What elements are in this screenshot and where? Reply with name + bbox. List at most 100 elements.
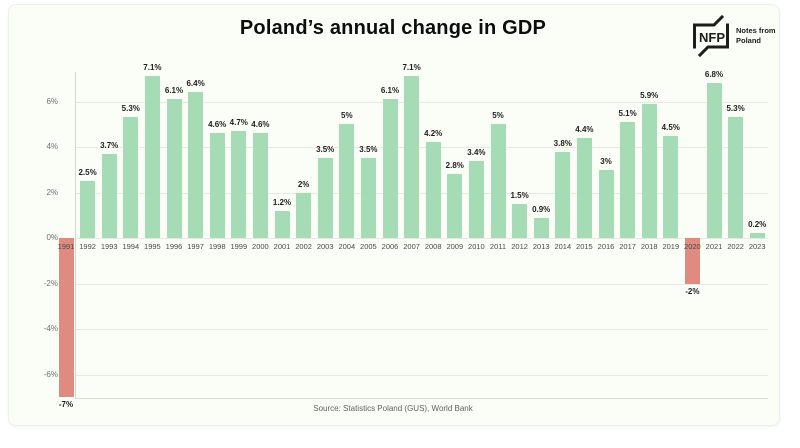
bar-2015 (576, 137, 592, 238)
bar-value-label-2011: 5% (492, 111, 504, 121)
bar-value-label-2013: 0.9% (532, 204, 551, 214)
year-label-2001: 2001 (273, 242, 291, 251)
year-label-2005: 2005 (360, 242, 377, 251)
year-label-2009: 2009 (446, 242, 464, 251)
bar-value-label-1993: 3.7% (100, 140, 119, 150)
bar-value-label-2020: -2% (685, 286, 700, 296)
bar-1995 (144, 76, 160, 238)
gridline-6% (75, 101, 768, 103)
y-axis-line (75, 72, 76, 398)
bar-value-label-2007: 7.1% (402, 63, 421, 73)
bar-2014 (555, 151, 571, 238)
bar-value-label-2012: 1.5% (510, 190, 529, 200)
logo-line1: Notes from (736, 26, 776, 35)
bar-2008 (425, 142, 441, 238)
bar-2005 (360, 158, 376, 238)
gridline-4% (75, 147, 768, 148)
bar-value-label-1991: -7% (58, 400, 74, 410)
year-label-2010: 2010 (468, 242, 485, 251)
bar-2013 (533, 217, 549, 238)
bar-value-label-2003: 3.5% (316, 145, 335, 155)
bar-2010 (468, 160, 484, 238)
bar-1997 (188, 92, 204, 238)
bar-2006 (382, 99, 398, 238)
bar-value-label-2009: 2.8% (445, 161, 464, 171)
plot-bottom-line (75, 398, 768, 399)
bar-1998 (209, 133, 225, 238)
bar-value-label-1999: 4.7% (229, 118, 248, 128)
bar-2021 (706, 83, 722, 238)
bar-value-label-2015: 4.4% (575, 124, 594, 134)
source-text: Source: Statistics Poland (GUS), World B… (313, 404, 473, 413)
bar-1992 (80, 181, 96, 238)
bar-value-label-2019: 4.5% (661, 122, 680, 132)
bar-value-label-2002: 2% (297, 179, 310, 189)
bar-value-label-1992: 2.5% (78, 168, 97, 178)
year-label-2015: 2015 (576, 242, 593, 251)
bar-value-label-2010: 3.4% (467, 147, 486, 157)
bar-value-label-1995: 7.1% (143, 63, 162, 73)
nfp-brackets-icon (693, 14, 729, 58)
year-label-1992: 1992 (79, 242, 96, 251)
bar-2018 (641, 103, 657, 238)
year-label-2004: 2004 (338, 242, 356, 251)
year-label-2019: 2019 (662, 242, 680, 251)
year-label-1998: 1998 (208, 242, 226, 251)
year-label-1994: 1994 (122, 242, 140, 251)
year-label-1996: 1996 (165, 242, 183, 251)
year-label-1999: 1999 (230, 242, 248, 251)
chart-title: Poland’s annual change in GDP (239, 17, 547, 39)
year-label-2020: 2020 (684, 242, 701, 251)
bar-value-label-1996: 6.1% (164, 86, 184, 96)
logo-abbr: NFP (699, 30, 725, 45)
y-axis-tick: -6% (43, 369, 58, 379)
year-label-2011: 2011 (489, 242, 507, 251)
year-label-2007: 2007 (403, 242, 420, 251)
bar-1999 (231, 131, 247, 238)
bar-2000 (252, 133, 268, 238)
bar-1996 (166, 99, 182, 238)
y-axis-tick: 6% (46, 96, 58, 106)
year-label-2018: 2018 (640, 242, 658, 251)
year-label-1991: 1991 (57, 242, 75, 251)
bar-2020 (684, 238, 700, 284)
bar-value-label-2005: 3.5% (359, 145, 378, 155)
year-label-2021: 2021 (705, 242, 723, 251)
gridline--6% (75, 374, 768, 376)
gridline--2% (75, 283, 768, 285)
bar-1994 (123, 117, 139, 238)
year-label-1997: 1997 (187, 242, 204, 251)
year-label-1993: 1993 (100, 242, 118, 251)
bar-2001 (274, 210, 290, 238)
bar-2009 (447, 174, 463, 238)
year-label-2017: 2017 (619, 242, 636, 251)
bar-value-label-2014: 3.8% (553, 138, 572, 148)
y-axis-tick: -2% (43, 278, 58, 288)
gridline-0% (75, 238, 768, 239)
bar-2016 (598, 169, 614, 238)
year-label-2000: 2000 (252, 242, 269, 251)
bar-2022 (728, 117, 744, 238)
year-label-2003: 2003 (316, 242, 334, 251)
bar-value-label-1998: 4.6% (208, 120, 227, 130)
year-label-2022: 2022 (727, 242, 744, 251)
bar-2023 (749, 233, 765, 238)
bar-value-label-2004: 5% (341, 111, 353, 121)
bar-2004 (339, 124, 355, 238)
bar-2007 (404, 76, 420, 238)
bar-2003 (317, 158, 333, 238)
bar-value-label-2021: 6.8% (704, 70, 724, 80)
year-label-2006: 2006 (381, 242, 399, 251)
bar-value-label-2017: 5.1% (618, 108, 637, 118)
logo-line2: Poland (736, 36, 761, 45)
bar-2011 (490, 124, 506, 238)
year-label-2014: 2014 (554, 242, 572, 251)
bar-2017 (620, 121, 636, 238)
bar-value-label-2016: 3% (600, 156, 612, 166)
year-label-2012: 2012 (511, 242, 528, 251)
bar-value-label-1994: 5.3% (121, 104, 140, 114)
year-label-2002: 2002 (295, 242, 312, 251)
bar-value-label-2006: 6.1% (380, 86, 400, 96)
bar-value-label-2018: 5.9% (640, 90, 659, 100)
bar-1991 (58, 238, 74, 398)
